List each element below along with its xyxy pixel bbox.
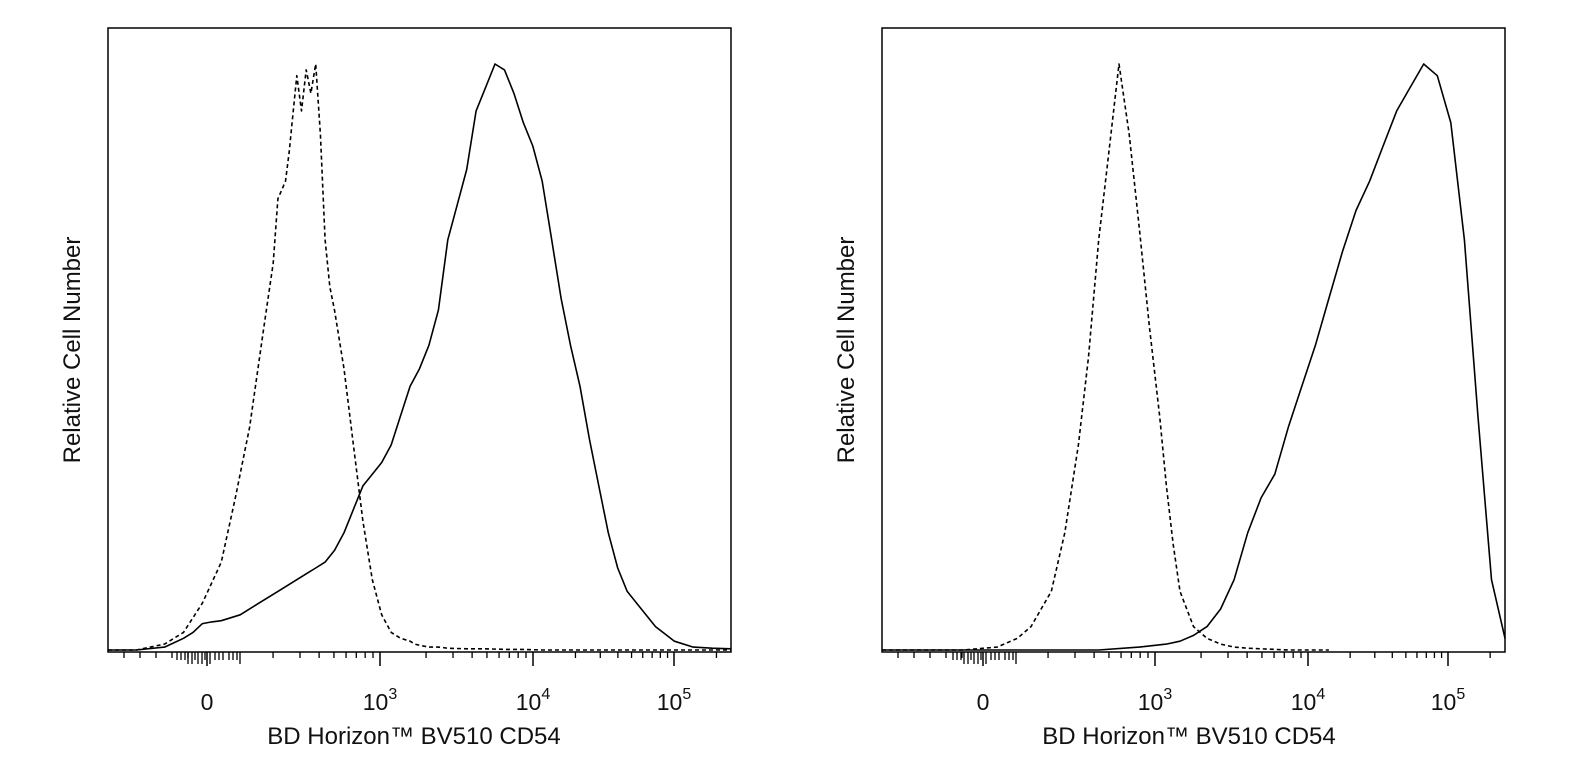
x-axis-label: BD Horizon™ BV510 CD54 <box>267 723 560 750</box>
histogram-panel-2: 0 103 104 105 BD Horizon™ BV510 CD54 Relative… <box>833 27 1506 750</box>
x-tick-label: 103 <box>1138 686 1173 715</box>
x-axis-minor-ticks <box>897 652 1491 664</box>
x-tick-label: 0 <box>201 689 214 715</box>
x-tick-label: 103 <box>363 686 398 715</box>
histogram-panel-1: 0 103 104 105 BD Horizon™ BV510 CD54 Relative… <box>59 27 732 750</box>
x-tick-label: 104 <box>516 686 551 715</box>
x-axis-label: BD Horizon™ BV510 CD54 <box>1042 723 1335 750</box>
cd54-stained-curve <box>108 63 732 651</box>
plot-frame <box>107 27 732 653</box>
x-tick-label: 0 <box>977 689 990 715</box>
y-axis-label: Relative Cell Number <box>833 237 860 464</box>
plot-frame <box>881 27 1506 653</box>
x-axis-minor-ticks <box>123 652 718 664</box>
isotype-control-curve <box>882 63 1329 651</box>
x-tick-label: 105 <box>657 686 692 715</box>
y-axis-label: Relative Cell Number <box>59 237 86 464</box>
cd54-stained-curve <box>882 63 1506 651</box>
isotype-control-curve <box>108 63 731 651</box>
x-tick-label: 105 <box>1431 686 1466 715</box>
x-tick-label: 104 <box>1291 686 1326 715</box>
